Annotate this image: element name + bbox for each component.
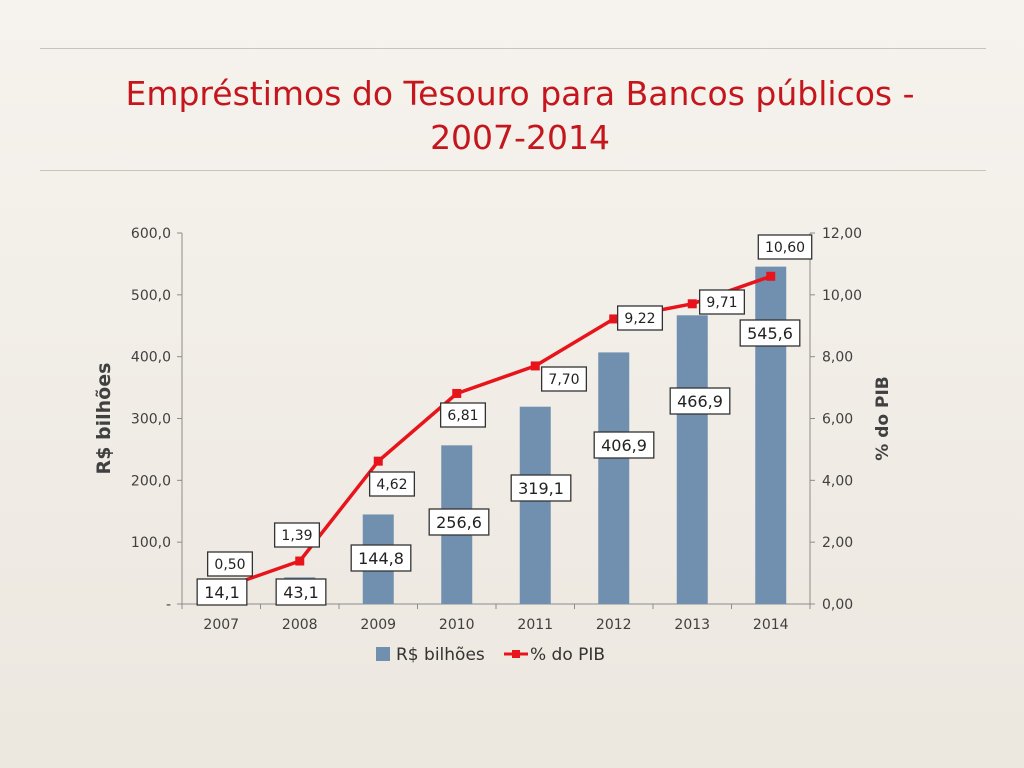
x-tick-label: 2011 <box>517 617 553 633</box>
bar-data-label-box <box>739 319 801 347</box>
x-tick-label: 2009 <box>360 617 396 633</box>
x-tick-label: 2013 <box>674 617 710 633</box>
bar-data-label-box <box>196 578 248 606</box>
line-data-label-box <box>616 305 664 331</box>
bar <box>519 406 551 604</box>
line-point <box>609 314 619 324</box>
line-point <box>373 456 383 466</box>
y-right-tick-label: 2,00 <box>822 535 853 551</box>
title-line-2: 2007-2014 <box>430 118 610 157</box>
x-tick-label: 2010 <box>439 617 475 633</box>
line-point <box>687 299 697 309</box>
legend-bar-swatch <box>376 647 390 661</box>
line-point <box>452 388 462 398</box>
y-left-tick-label: 400,0 <box>131 350 171 366</box>
y-left-tick-label: 300,0 <box>131 412 171 428</box>
bar <box>598 352 630 604</box>
bar-data-label: 43,1 <box>283 583 319 602</box>
line-data-label-box <box>757 234 813 260</box>
y-right-tick-label: 12,00 <box>822 226 862 242</box>
line-data-label-box <box>439 402 487 428</box>
line-data-label-box <box>206 551 254 577</box>
line-data-label: 6,81 <box>447 408 478 424</box>
line-data-label: 4,62 <box>376 477 407 493</box>
bar <box>676 315 708 604</box>
y-left-tick-label: 200,0 <box>131 473 171 489</box>
top-rule <box>40 48 986 49</box>
bar-data-label-box <box>350 544 412 572</box>
line-data-label-box <box>273 522 321 548</box>
slide-title: Empréstimos do Tesouro para Bancos públi… <box>80 72 960 160</box>
legend-line-label: % do PIB <box>530 645 605 665</box>
bar <box>755 266 787 604</box>
y-right-tick-label: 0,00 <box>822 597 853 613</box>
line-data-label: 1,39 <box>281 528 312 544</box>
x-tick-label: 2007 <box>203 617 239 633</box>
bar-data-label-box <box>275 578 327 606</box>
y-left-tick-label: 600,0 <box>131 226 171 242</box>
y-right-tick-label: 4,00 <box>822 473 853 489</box>
line-data-label-box <box>368 471 416 497</box>
y-left-tick-label: 500,0 <box>131 288 171 304</box>
line-data-label-box <box>540 366 588 392</box>
y-left-tick-label: 100,0 <box>131 535 171 551</box>
line-data-label: 0,50 <box>214 557 245 573</box>
bottom-rule <box>40 170 986 171</box>
bar-data-label-box <box>510 474 572 502</box>
bar-data-label: 14,1 <box>204 583 240 602</box>
x-tick-label: 2014 <box>753 617 789 633</box>
y-right-tick-label: 6,00 <box>822 412 853 428</box>
line-data-label: 10,60 <box>765 240 805 256</box>
y-right-tick-label: 10,00 <box>822 288 862 304</box>
y-right-tick-label: 8,00 <box>822 350 853 366</box>
line-data-label: 9,71 <box>706 295 737 311</box>
line-point <box>530 361 540 371</box>
y-axis-right-title: % do PIB <box>873 376 893 460</box>
y-left-tick-label: - <box>166 597 171 613</box>
bar-data-label: 466,9 <box>677 392 723 411</box>
bar-data-label-box <box>669 387 731 415</box>
title-line-1: Empréstimos do Tesouro para Bancos públi… <box>125 74 915 113</box>
y-axis-left-title: R$ bilhões <box>93 363 115 475</box>
bar-data-label-box <box>593 431 655 459</box>
legend-line-marker <box>512 650 520 658</box>
bar-data-label-box <box>428 508 490 536</box>
bar-data-label: 319,1 <box>518 479 564 498</box>
bar-data-label: 545,6 <box>747 324 793 343</box>
line-data-label-box <box>698 289 746 315</box>
line-point <box>295 556 305 566</box>
bar-data-label: 256,6 <box>436 513 482 532</box>
bar-data-label: 406,9 <box>601 436 647 455</box>
x-tick-label: 2008 <box>282 617 318 633</box>
line-data-label: 7,70 <box>548 372 579 388</box>
bar-data-label: 144,8 <box>358 549 404 568</box>
x-tick-label: 2012 <box>596 617 632 633</box>
line-point <box>766 271 776 281</box>
legend-bar-label: R$ bilhões <box>396 645 485 665</box>
line-data-label: 9,22 <box>624 311 655 327</box>
